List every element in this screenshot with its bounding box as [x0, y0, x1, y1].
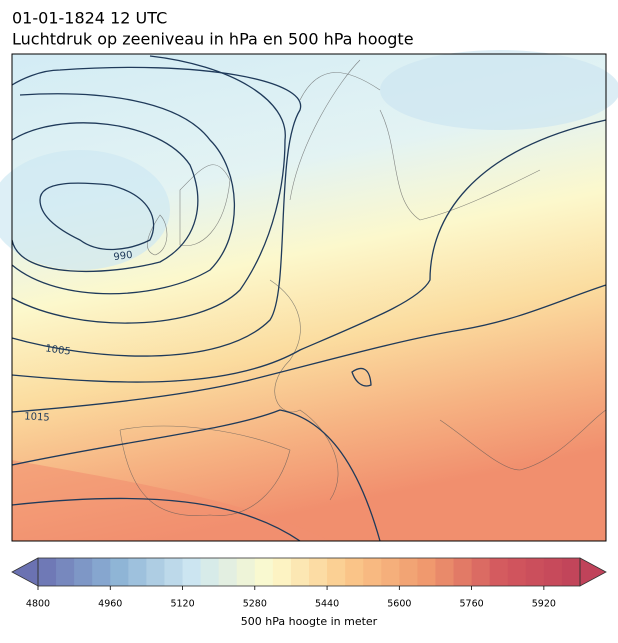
colorbar: 4800 4960 5120 5280 5440 5600 5760 5920: [11, 557, 607, 610]
map-frame: [11, 53, 607, 542]
map-background: [12, 54, 606, 541]
contour-label: 990: [113, 250, 133, 264]
colorbar-segment: [182, 558, 202, 586]
colorbar-segment: [110, 558, 129, 586]
colorbar-tick-label: 5760: [460, 599, 484, 610]
colorbar-extend-high: [579, 557, 607, 587]
date-title: 01-01-1824 12 UTC: [12, 9, 167, 28]
colorbar-segment: [272, 558, 292, 586]
colorbar-segment: [146, 558, 165, 586]
colorbar-segment: [561, 558, 581, 586]
colorbar-tick-label: 4800: [26, 599, 50, 610]
colorbar-segment: [218, 558, 238, 586]
colorbar-segment: [236, 558, 256, 586]
map: [0, 50, 618, 542]
colorbar-segment: [74, 558, 93, 586]
colorbar-segment: [254, 558, 274, 586]
colorbar-segment: [399, 558, 418, 586]
isobar: [11, 119, 607, 383]
isobar: [11, 122, 199, 273]
colorbar-segment: [327, 558, 346, 586]
colorbar-segment: [525, 558, 545, 586]
contour-label: 1015: [24, 411, 50, 423]
map-title: Luchtdruk op zeeniveau in hPa en 500 hPa…: [12, 30, 414, 49]
colorbar-segment: [56, 558, 75, 586]
colorbar-segment: [345, 558, 364, 586]
isobar: [11, 409, 381, 542]
colorbar-segment: [489, 558, 509, 586]
colorbar-segment: [309, 558, 328, 586]
colorbar-segment: [453, 558, 473, 586]
isobar: [11, 55, 286, 324]
colorbar-segment: [363, 558, 382, 586]
isobar: [11, 93, 236, 295]
colorbar-segment: [128, 558, 147, 586]
colorbar-tick-label: 5280: [243, 599, 267, 610]
colorbar-segment: [92, 558, 111, 586]
colorbar-segment: [507, 558, 527, 586]
isobar: [11, 66, 302, 357]
isobar: [39, 182, 155, 251]
colorbar-segment: [543, 558, 563, 586]
colorbar-segment: [471, 558, 491, 586]
colorbar-segment: [164, 558, 184, 586]
coastline: [119, 59, 607, 516]
colorbar-tick-label: 4960: [98, 599, 122, 610]
colorbar-segment: [435, 558, 455, 586]
cold-area: [380, 50, 618, 130]
contour-labels: 990 1005 1015: [24, 250, 133, 424]
isobar: [11, 497, 301, 542]
colorbar-tick-label: 5120: [170, 599, 194, 610]
colorbar-frame: [37, 557, 581, 587]
colorbar-segment: [290, 558, 310, 586]
colorbar-segment: [200, 558, 220, 586]
colorbar-segment: [381, 558, 400, 586]
colorbar-label: 500 hPa hoogte in meter: [241, 615, 378, 628]
colorbar-tick-label: 5440: [315, 599, 339, 610]
contour-label: 1005: [45, 343, 72, 357]
colorbar-extend-low: [11, 557, 39, 587]
colorbar-tick-label: 5600: [387, 599, 411, 610]
colorbar-segment: [417, 558, 436, 586]
colorbar-segment: [38, 558, 57, 586]
isobar: [11, 284, 607, 413]
isobar: [351, 367, 372, 387]
low-area: [0, 150, 170, 270]
colorbar-tick-label: 5920: [532, 599, 556, 610]
